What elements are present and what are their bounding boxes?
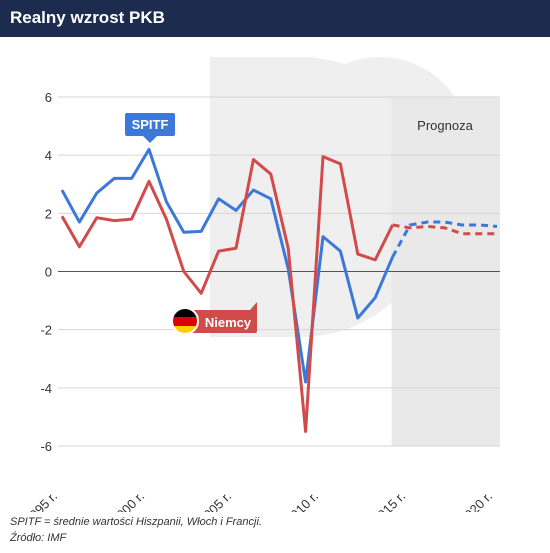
x-tick-label: 2015 r. <box>369 489 408 512</box>
x-tick-label: 2005 r. <box>195 489 234 512</box>
series-line-niemcy-forecast <box>392 223 497 236</box>
germany-flag-icon <box>172 308 198 334</box>
series-line-spitf <box>60 147 394 384</box>
y-tick-label: -2 <box>40 323 52 338</box>
legend-label-spitf: SPITF <box>132 117 169 132</box>
x-tick-label: 2000 r. <box>108 489 147 512</box>
x-tick-label: 2020 r. <box>456 489 495 512</box>
legend-label-spitf-pointer <box>143 136 157 143</box>
legend-label-niemcy: Niemcy <box>205 315 252 330</box>
series-line-niemcy <box>60 155 394 433</box>
x-tick-label: 2010 r. <box>282 489 321 512</box>
y-tick-label: 0 <box>45 265 52 280</box>
y-tick-label: -6 <box>40 439 52 454</box>
forecast-label: Prognoza <box>417 118 473 133</box>
legend-label-niemcy-box <box>183 310 257 333</box>
footnote: SPITF = średnie wartości Hiszpanii, Włoc… <box>10 516 262 528</box>
y-tick-label: 6 <box>45 90 52 105</box>
source-note: Źródło: IMF <box>10 532 67 544</box>
x-tick-label: 1995 r. <box>21 489 60 512</box>
germany-flag-border <box>171 307 199 335</box>
series-line-spitf-forecast <box>391 220 498 258</box>
chart-title: Realny wzrost PKB <box>10 8 165 27</box>
legend-label-spitf-box <box>125 113 175 136</box>
y-tick-label: 4 <box>45 148 52 163</box>
legend-label-niemcy-pointer <box>250 302 257 316</box>
y-tick-label: 2 <box>45 206 52 221</box>
y-tick-label: -4 <box>40 381 52 396</box>
title-bar: Realny wzrost PKB <box>0 0 550 37</box>
line-chart: Prognoza -6 -4 -2 0 2 4 6 1995 r. 2000 r. 2005 r. 2… <box>21 57 500 512</box>
